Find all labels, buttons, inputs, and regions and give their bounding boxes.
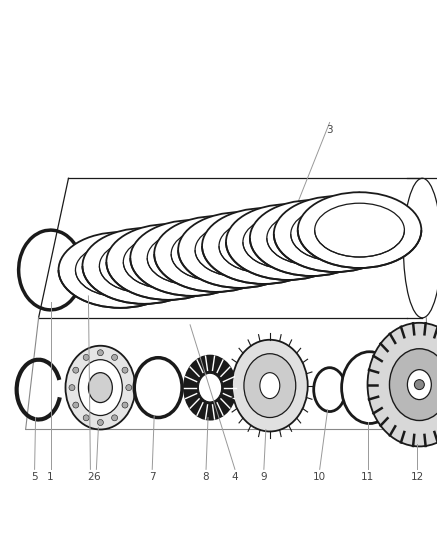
Ellipse shape bbox=[122, 367, 128, 373]
Ellipse shape bbox=[250, 200, 374, 276]
Ellipse shape bbox=[130, 220, 254, 296]
Ellipse shape bbox=[154, 216, 278, 292]
Ellipse shape bbox=[147, 231, 237, 285]
Ellipse shape bbox=[106, 224, 230, 300]
Ellipse shape bbox=[171, 227, 261, 281]
Ellipse shape bbox=[78, 360, 122, 416]
Ellipse shape bbox=[389, 349, 438, 421]
Text: 1: 1 bbox=[47, 472, 54, 482]
Ellipse shape bbox=[126, 385, 132, 391]
Ellipse shape bbox=[367, 323, 438, 447]
Ellipse shape bbox=[314, 203, 404, 257]
Ellipse shape bbox=[232, 340, 308, 432]
Text: 2: 2 bbox=[87, 472, 94, 482]
Ellipse shape bbox=[267, 211, 357, 265]
Ellipse shape bbox=[83, 415, 89, 421]
Ellipse shape bbox=[298, 192, 421, 268]
Ellipse shape bbox=[112, 415, 117, 421]
Ellipse shape bbox=[88, 373, 112, 402]
Ellipse shape bbox=[314, 368, 346, 411]
Text: 6: 6 bbox=[93, 472, 100, 482]
Ellipse shape bbox=[75, 243, 165, 297]
Ellipse shape bbox=[112, 354, 117, 360]
Ellipse shape bbox=[291, 207, 381, 261]
Ellipse shape bbox=[195, 223, 285, 277]
Ellipse shape bbox=[134, 358, 182, 417]
Ellipse shape bbox=[178, 212, 302, 288]
Ellipse shape bbox=[59, 232, 182, 308]
Ellipse shape bbox=[66, 346, 135, 430]
Ellipse shape bbox=[198, 373, 222, 402]
Ellipse shape bbox=[244, 354, 296, 417]
Text: 10: 10 bbox=[313, 472, 326, 482]
Text: 4: 4 bbox=[232, 472, 238, 482]
Ellipse shape bbox=[73, 367, 79, 373]
Ellipse shape bbox=[67, 240, 110, 296]
Ellipse shape bbox=[83, 354, 89, 360]
Ellipse shape bbox=[97, 419, 103, 425]
Text: 8: 8 bbox=[203, 472, 209, 482]
Ellipse shape bbox=[202, 208, 326, 284]
Ellipse shape bbox=[97, 350, 103, 356]
Ellipse shape bbox=[82, 228, 206, 304]
Ellipse shape bbox=[342, 352, 397, 424]
Ellipse shape bbox=[99, 239, 189, 293]
Text: 12: 12 bbox=[411, 472, 424, 482]
Ellipse shape bbox=[73, 402, 79, 408]
Ellipse shape bbox=[414, 379, 424, 390]
Text: 5: 5 bbox=[31, 472, 38, 482]
Ellipse shape bbox=[124, 235, 213, 289]
Ellipse shape bbox=[260, 373, 280, 399]
Ellipse shape bbox=[274, 196, 397, 272]
Ellipse shape bbox=[76, 253, 100, 284]
Text: 7: 7 bbox=[149, 472, 155, 482]
Text: 9: 9 bbox=[261, 472, 267, 482]
Ellipse shape bbox=[403, 178, 438, 318]
Ellipse shape bbox=[219, 219, 309, 273]
Text: 3: 3 bbox=[326, 125, 333, 135]
Text: 11: 11 bbox=[361, 472, 374, 482]
Ellipse shape bbox=[69, 385, 75, 391]
Ellipse shape bbox=[184, 356, 236, 419]
Ellipse shape bbox=[226, 204, 350, 280]
Ellipse shape bbox=[407, 370, 431, 400]
Ellipse shape bbox=[122, 402, 128, 408]
Ellipse shape bbox=[243, 215, 332, 269]
